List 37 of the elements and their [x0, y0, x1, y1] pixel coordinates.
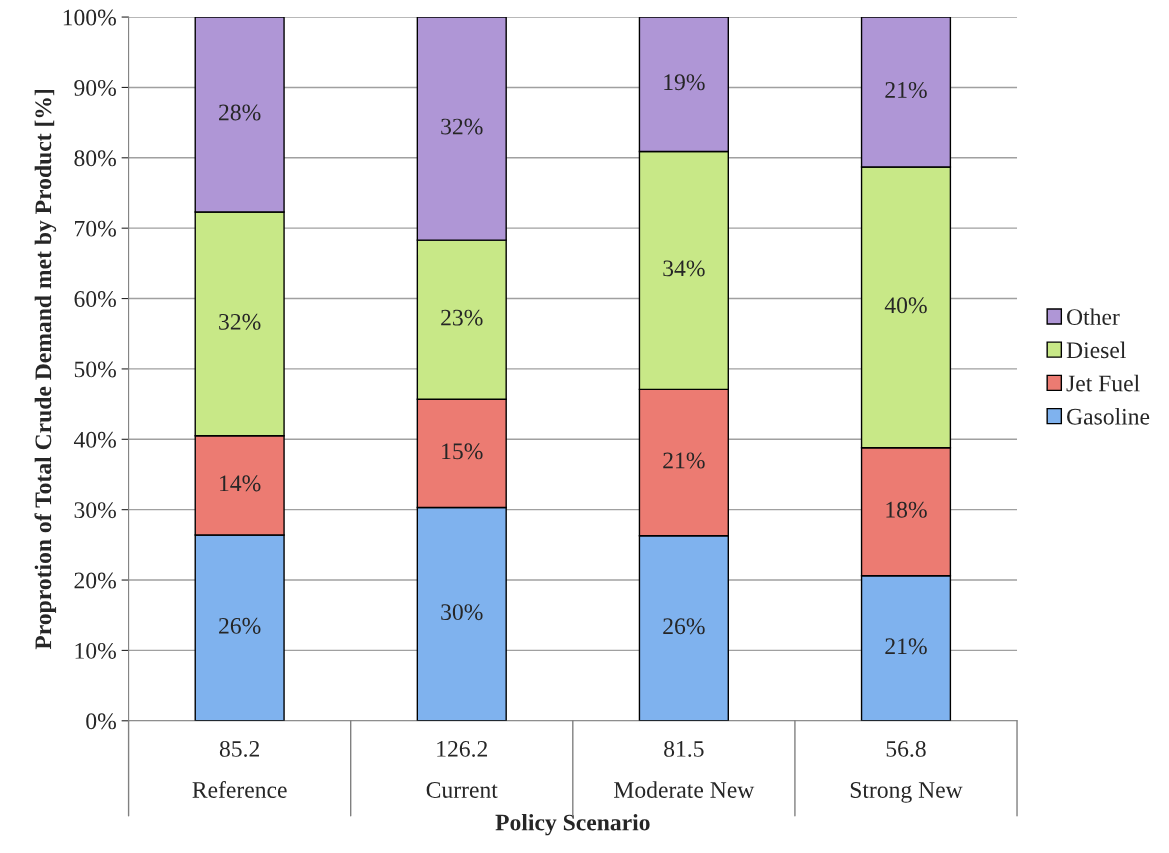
legend-label: Diesel — [1066, 341, 1126, 359]
data-label: 32% — [219, 313, 261, 330]
data-label: 15% — [442, 443, 483, 460]
x-tick-label: 126.2 Current — [426, 740, 498, 798]
y-tick-label: 30% — [74, 502, 116, 519]
legend-label: Gasoline — [1067, 408, 1150, 425]
data-label: 26% — [663, 618, 705, 635]
legend-label: Jet Fuel — [1066, 374, 1140, 392]
data-label: 21% — [885, 638, 927, 655]
y-tick-label: 80% — [74, 150, 116, 167]
y-tick-label: 70% — [75, 220, 116, 237]
y-tick-label: 10% — [75, 642, 116, 659]
data-label: 14% — [220, 475, 261, 492]
x-tick-label: 81.5 Moderate New — [614, 740, 755, 798]
y-tick-label: 0% — [86, 713, 116, 730]
data-label: 28% — [219, 104, 261, 121]
data-label: 40% — [884, 297, 927, 314]
data-label: 18% — [886, 501, 927, 518]
x-tick-label: 85.2 Reference — [192, 740, 287, 798]
y-tick-label: 40% — [73, 431, 116, 448]
x-axis-title: Policy Scenario — [495, 813, 650, 836]
y-tick-label: 100% — [63, 9, 116, 26]
data-label: 32% — [441, 118, 483, 135]
y-axis-title: Proprotion of Total Crude Demand met by Product [%] — [34, 89, 57, 650]
legend-label: Other — [1067, 308, 1120, 326]
data-label: 21% — [663, 452, 705, 469]
data-label: 34% — [663, 260, 705, 277]
y-tick-label: 90% — [74, 79, 116, 96]
y-tick-label: 20% — [74, 572, 116, 589]
y-tick-label: 50% — [74, 361, 116, 378]
x-tick-label: 56.8 Strong New — [850, 740, 963, 803]
y-tick-label: 60% — [74, 291, 116, 308]
data-label: 26% — [219, 617, 261, 634]
data-label: 21% — [885, 81, 927, 98]
data-label: 30% — [441, 604, 483, 621]
data-label: 23% — [441, 309, 483, 326]
data-label: 19% — [664, 74, 705, 91]
